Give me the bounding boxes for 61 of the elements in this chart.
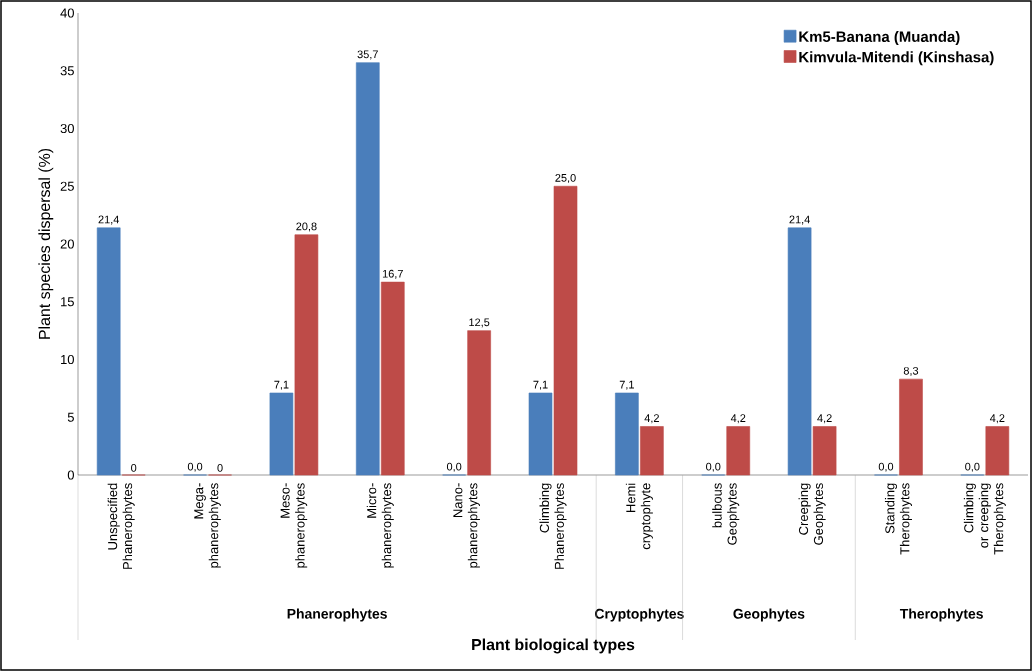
legend-label: Km5-Banana (Muanda) — [799, 31, 960, 45]
y-tick-label: 35 — [60, 66, 74, 76]
x-tick-label: Creeping Geophytes — [798, 483, 826, 545]
bar — [355, 62, 380, 476]
data-label: 0,0 — [878, 462, 894, 472]
y-tick-label: 20 — [60, 239, 74, 249]
data-label: 20,8 — [296, 222, 317, 232]
y-tick-label: 30 — [60, 123, 74, 134]
data-label: 21,4 — [789, 215, 810, 225]
data-label: 21,4 — [98, 215, 120, 225]
bar — [985, 426, 1010, 476]
x-tick-label: Mega-phanerophytes — [194, 483, 221, 568]
data-label: 7,1 — [274, 380, 289, 390]
data-label: 0 — [217, 464, 223, 472]
x-axis-title: Plant biological types — [472, 638, 635, 654]
data-label: 7,1 — [533, 380, 548, 390]
x-tick-label: Climbing or creeping Therophytes — [963, 483, 1006, 555]
bar — [812, 426, 837, 476]
data-label: 0,0 — [187, 462, 203, 472]
data-label: 4,2 — [817, 414, 832, 424]
data-label: 4,2 — [644, 414, 659, 424]
x-tick-label: Hemi cryptophyte — [625, 483, 653, 550]
x-tick-label: Unspecified Phanerophytes — [107, 483, 135, 569]
bar — [787, 227, 812, 476]
bar — [269, 392, 294, 476]
bar — [899, 378, 923, 476]
bar — [96, 227, 121, 476]
y-tick-label: 0 — [67, 470, 74, 480]
text: Geophytes — [733, 608, 805, 622]
y-tick-label: 15 — [61, 297, 74, 307]
data-label: 4,2 — [989, 414, 1005, 424]
bar — [615, 392, 639, 476]
bar — [467, 330, 491, 476]
text: Phanerophytes — [287, 608, 387, 622]
text: Cryptophytes — [595, 608, 684, 622]
y-tick-label: 40 — [60, 8, 74, 18]
data-label: 0,0 — [965, 462, 980, 472]
data-label: 12,5 — [469, 318, 490, 328]
data-label: 0,0 — [706, 462, 721, 472]
y-tick-label: 25 — [60, 181, 74, 191]
bar — [726, 426, 751, 476]
bar — [640, 426, 664, 476]
bar — [380, 281, 405, 476]
y-axis-title: Plant species dispersal (%) — [38, 148, 54, 339]
data-label: 35,7 — [357, 50, 378, 60]
data-label: 0 — [131, 464, 137, 472]
bar — [528, 392, 553, 476]
bar — [553, 185, 578, 476]
x-tick-label: bulbous Geophytes — [712, 483, 740, 545]
data-label: 7,1 — [619, 380, 634, 390]
data-label: 16,7 — [382, 269, 403, 279]
x-tick-label: Standing Therophytes — [884, 483, 912, 555]
data-label: 0,0 — [446, 462, 462, 472]
y-tick-label: 5 — [67, 412, 74, 422]
data-label: 4,2 — [730, 414, 746, 424]
text: Therophytes — [899, 608, 983, 622]
legend-label: Kimvula-Mitendi (Kinshasa) — [799, 51, 994, 66]
bar — [294, 234, 319, 476]
data-label: 8,3 — [903, 366, 919, 376]
y-tick-label: 10 — [61, 354, 74, 365]
data-label: 25,0 — [555, 174, 576, 184]
